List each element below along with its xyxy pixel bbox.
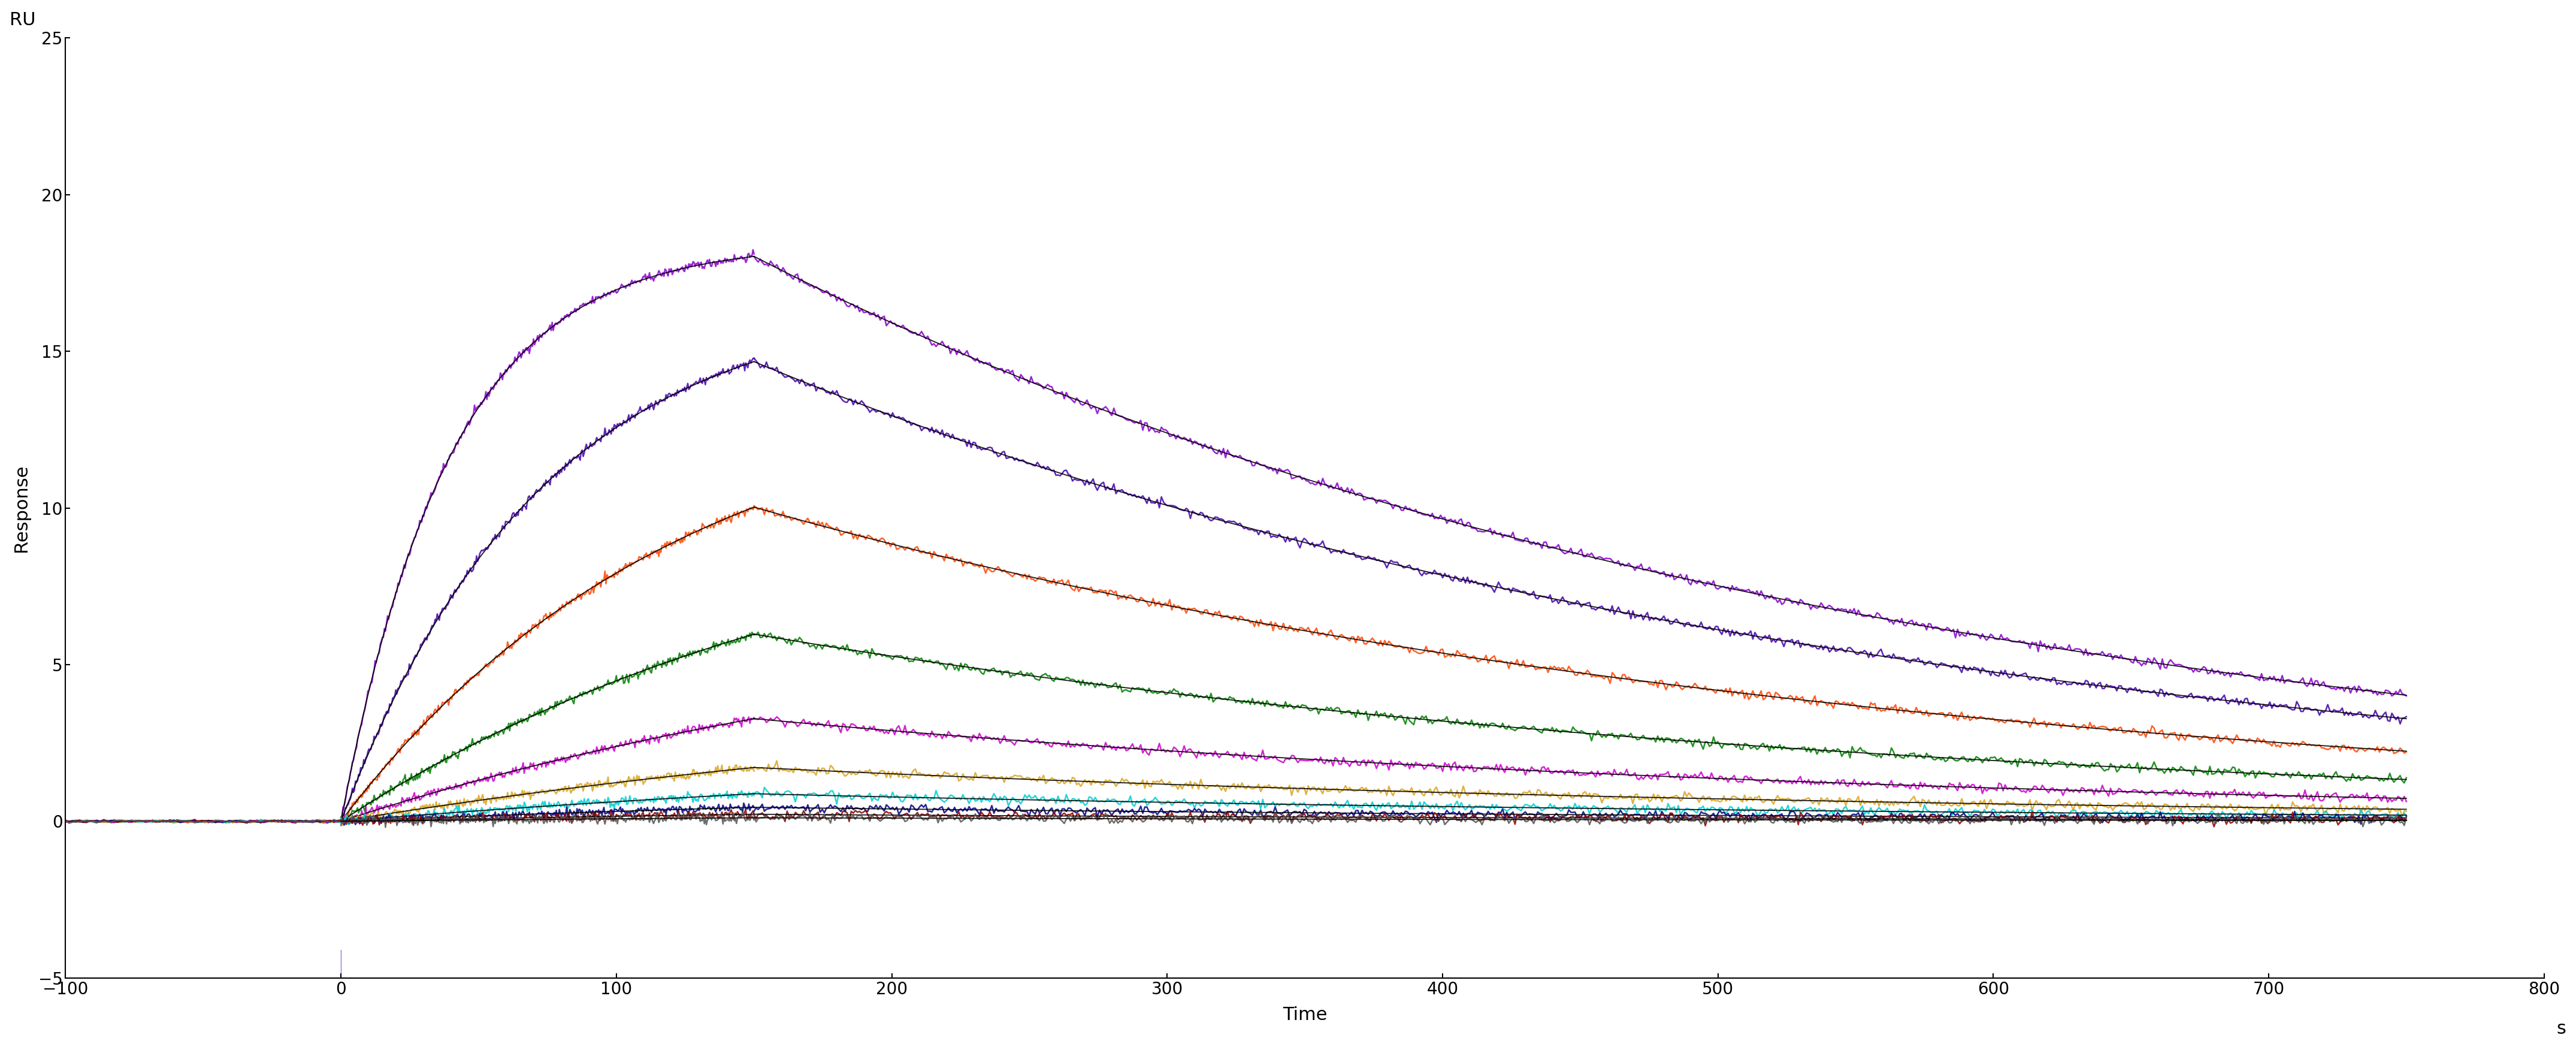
X-axis label: Time: Time (1283, 1006, 1327, 1023)
Text: RU: RU (10, 11, 36, 28)
Y-axis label: Response: Response (13, 465, 31, 552)
Text: s: s (2555, 1020, 2566, 1038)
